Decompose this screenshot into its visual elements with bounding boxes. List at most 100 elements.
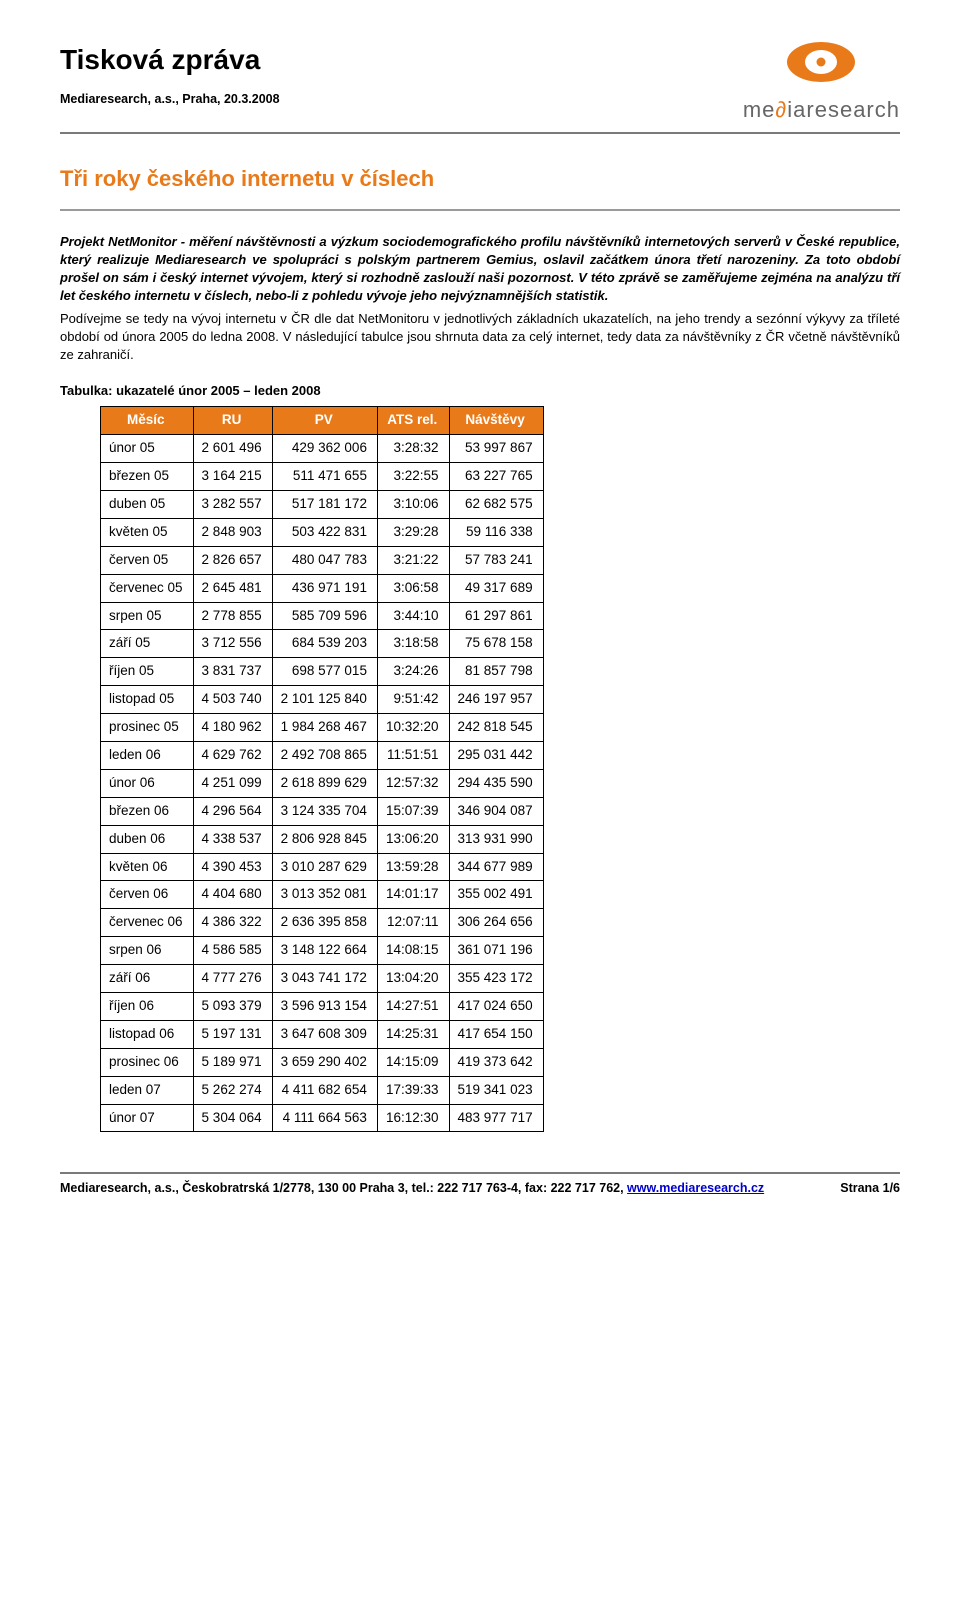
table-cell: 5 197 131: [193, 1020, 272, 1048]
table-cell: říjen 05: [101, 658, 194, 686]
table-row: únor 075 304 0644 111 664 56316:12:30483…: [101, 1104, 544, 1132]
table-cell: 3 596 913 154: [272, 992, 377, 1020]
table-cell: 14:15:09: [377, 1048, 449, 1076]
table-row: červenec 064 386 3222 636 395 85812:07:1…: [101, 909, 544, 937]
table-cell: 10:32:20: [377, 714, 449, 742]
table-cell: 313 931 990: [449, 825, 543, 853]
table-cell: prosinec 05: [101, 714, 194, 742]
table-cell: 4 386 322: [193, 909, 272, 937]
table-cell: 3 712 556: [193, 630, 272, 658]
table-cell: 2 778 855: [193, 602, 272, 630]
table-cell: 355 423 172: [449, 965, 543, 993]
table-row: únor 052 601 496429 362 0063:28:3253 997…: [101, 435, 544, 463]
table-cell: duben 05: [101, 490, 194, 518]
table-cell: 242 818 545: [449, 714, 543, 742]
table-cell: 4 390 453: [193, 853, 272, 881]
table-cell: 3 043 741 172: [272, 965, 377, 993]
eye-icon: [785, 40, 857, 84]
table-row: prosinec 065 189 9713 659 290 40214:15:0…: [101, 1048, 544, 1076]
divider: [60, 1172, 900, 1174]
table-cell: 4 111 664 563: [272, 1104, 377, 1132]
table-cell: 59 116 338: [449, 518, 543, 546]
table-cell: 1 984 268 467: [272, 714, 377, 742]
table-cell: srpen 06: [101, 937, 194, 965]
table-cell: 3 013 352 081: [272, 881, 377, 909]
table-cell: srpen 05: [101, 602, 194, 630]
logo-text-suffix: iaresearch: [787, 97, 900, 122]
page-number: Strana 1/6: [840, 1180, 900, 1198]
table-row: červen 052 826 657480 047 7833:21:2257 7…: [101, 546, 544, 574]
table-cell: 3 148 122 664: [272, 937, 377, 965]
table-cell: 429 362 006: [272, 435, 377, 463]
table-cell: září 06: [101, 965, 194, 993]
footer-link[interactable]: www.mediaresearch.cz: [627, 1181, 764, 1195]
table-cell: 9:51:42: [377, 686, 449, 714]
table-cell: 519 341 023: [449, 1076, 543, 1104]
table-cell: 12:57:32: [377, 769, 449, 797]
table-cell: březen 05: [101, 463, 194, 491]
table-cell: 2 618 899 629: [272, 769, 377, 797]
table-cell: 14:27:51: [377, 992, 449, 1020]
table-cell: 419 373 642: [449, 1048, 543, 1076]
table-cell: 2 601 496: [193, 435, 272, 463]
table-cell: 483 977 717: [449, 1104, 543, 1132]
table-cell: 61 297 861: [449, 602, 543, 630]
table-cell: 3 282 557: [193, 490, 272, 518]
table-cell: 3:21:22: [377, 546, 449, 574]
table-cell: 12:07:11: [377, 909, 449, 937]
table-cell: září 05: [101, 630, 194, 658]
table-column-header: ATS rel.: [377, 407, 449, 435]
table-cell: 17:39:33: [377, 1076, 449, 1104]
table-cell: 4 411 682 654: [272, 1076, 377, 1104]
table-cell: 417 024 650: [449, 992, 543, 1020]
table-body: únor 052 601 496429 362 0063:28:3253 997…: [101, 435, 544, 1132]
table-cell: únor 06: [101, 769, 194, 797]
table-row: listopad 054 503 7402 101 125 8409:51:42…: [101, 686, 544, 714]
table-cell: leden 07: [101, 1076, 194, 1104]
table-cell: 2 492 708 865: [272, 741, 377, 769]
table-cell: 4 296 564: [193, 797, 272, 825]
table-cell: listopad 06: [101, 1020, 194, 1048]
table-cell: 2 826 657: [193, 546, 272, 574]
table-cell: 2 636 395 858: [272, 909, 377, 937]
table-cell: květen 05: [101, 518, 194, 546]
table-cell: únor 07: [101, 1104, 194, 1132]
table-cell: 4 629 762: [193, 741, 272, 769]
table-cell: 3:44:10: [377, 602, 449, 630]
table-cell: 75 678 158: [449, 630, 543, 658]
document-subline: Mediaresearch, a.s., Praha, 20.3.2008: [60, 91, 280, 109]
table-cell: 53 997 867: [449, 435, 543, 463]
table-row: leden 064 629 7622 492 708 86511:51:5129…: [101, 741, 544, 769]
document-header: Tisková zpráva Mediaresearch, a.s., Prah…: [60, 40, 900, 126]
table-header-row: MěsícRUPVATS rel.Návštěvy: [101, 407, 544, 435]
document-footer: Mediaresearch, a.s., Českobratrská 1/277…: [60, 1172, 900, 1198]
table-cell: 62 682 575: [449, 490, 543, 518]
table-cell: červenec 06: [101, 909, 194, 937]
table-cell: 3:24:26: [377, 658, 449, 686]
table-cell: 3 647 608 309: [272, 1020, 377, 1048]
table-cell: 295 031 442: [449, 741, 543, 769]
table-cell: 3:10:06: [377, 490, 449, 518]
table-cell: únor 05: [101, 435, 194, 463]
table-column-header: RU: [193, 407, 272, 435]
table-row: srpen 052 778 855585 709 5963:44:1061 29…: [101, 602, 544, 630]
table-cell: 417 654 150: [449, 1020, 543, 1048]
table-cell: 517 181 172: [272, 490, 377, 518]
table-row: září 053 712 556684 539 2033:18:5875 678…: [101, 630, 544, 658]
table-cell: 3 831 737: [193, 658, 272, 686]
press-release-title: Tisková zpráva: [60, 40, 280, 79]
table-row: leden 075 262 2744 411 682 65417:39:3351…: [101, 1076, 544, 1104]
table-cell: 13:06:20: [377, 825, 449, 853]
table-cell: prosinec 06: [101, 1048, 194, 1076]
table-cell: 14:25:31: [377, 1020, 449, 1048]
table-cell: květen 06: [101, 853, 194, 881]
table-cell: 4 777 276: [193, 965, 272, 993]
table-row: prosinec 054 180 9621 984 268 46710:32:2…: [101, 714, 544, 742]
table-cell: 63 227 765: [449, 463, 543, 491]
table-cell: 5 262 274: [193, 1076, 272, 1104]
table-row: červen 064 404 6803 013 352 08114:01:173…: [101, 881, 544, 909]
divider: [60, 209, 900, 211]
table-cell: 3 659 290 402: [272, 1048, 377, 1076]
table-row: září 064 777 2763 043 741 17213:04:20355…: [101, 965, 544, 993]
footer-text: Mediaresearch, a.s., Českobratrská 1/277…: [60, 1180, 900, 1198]
